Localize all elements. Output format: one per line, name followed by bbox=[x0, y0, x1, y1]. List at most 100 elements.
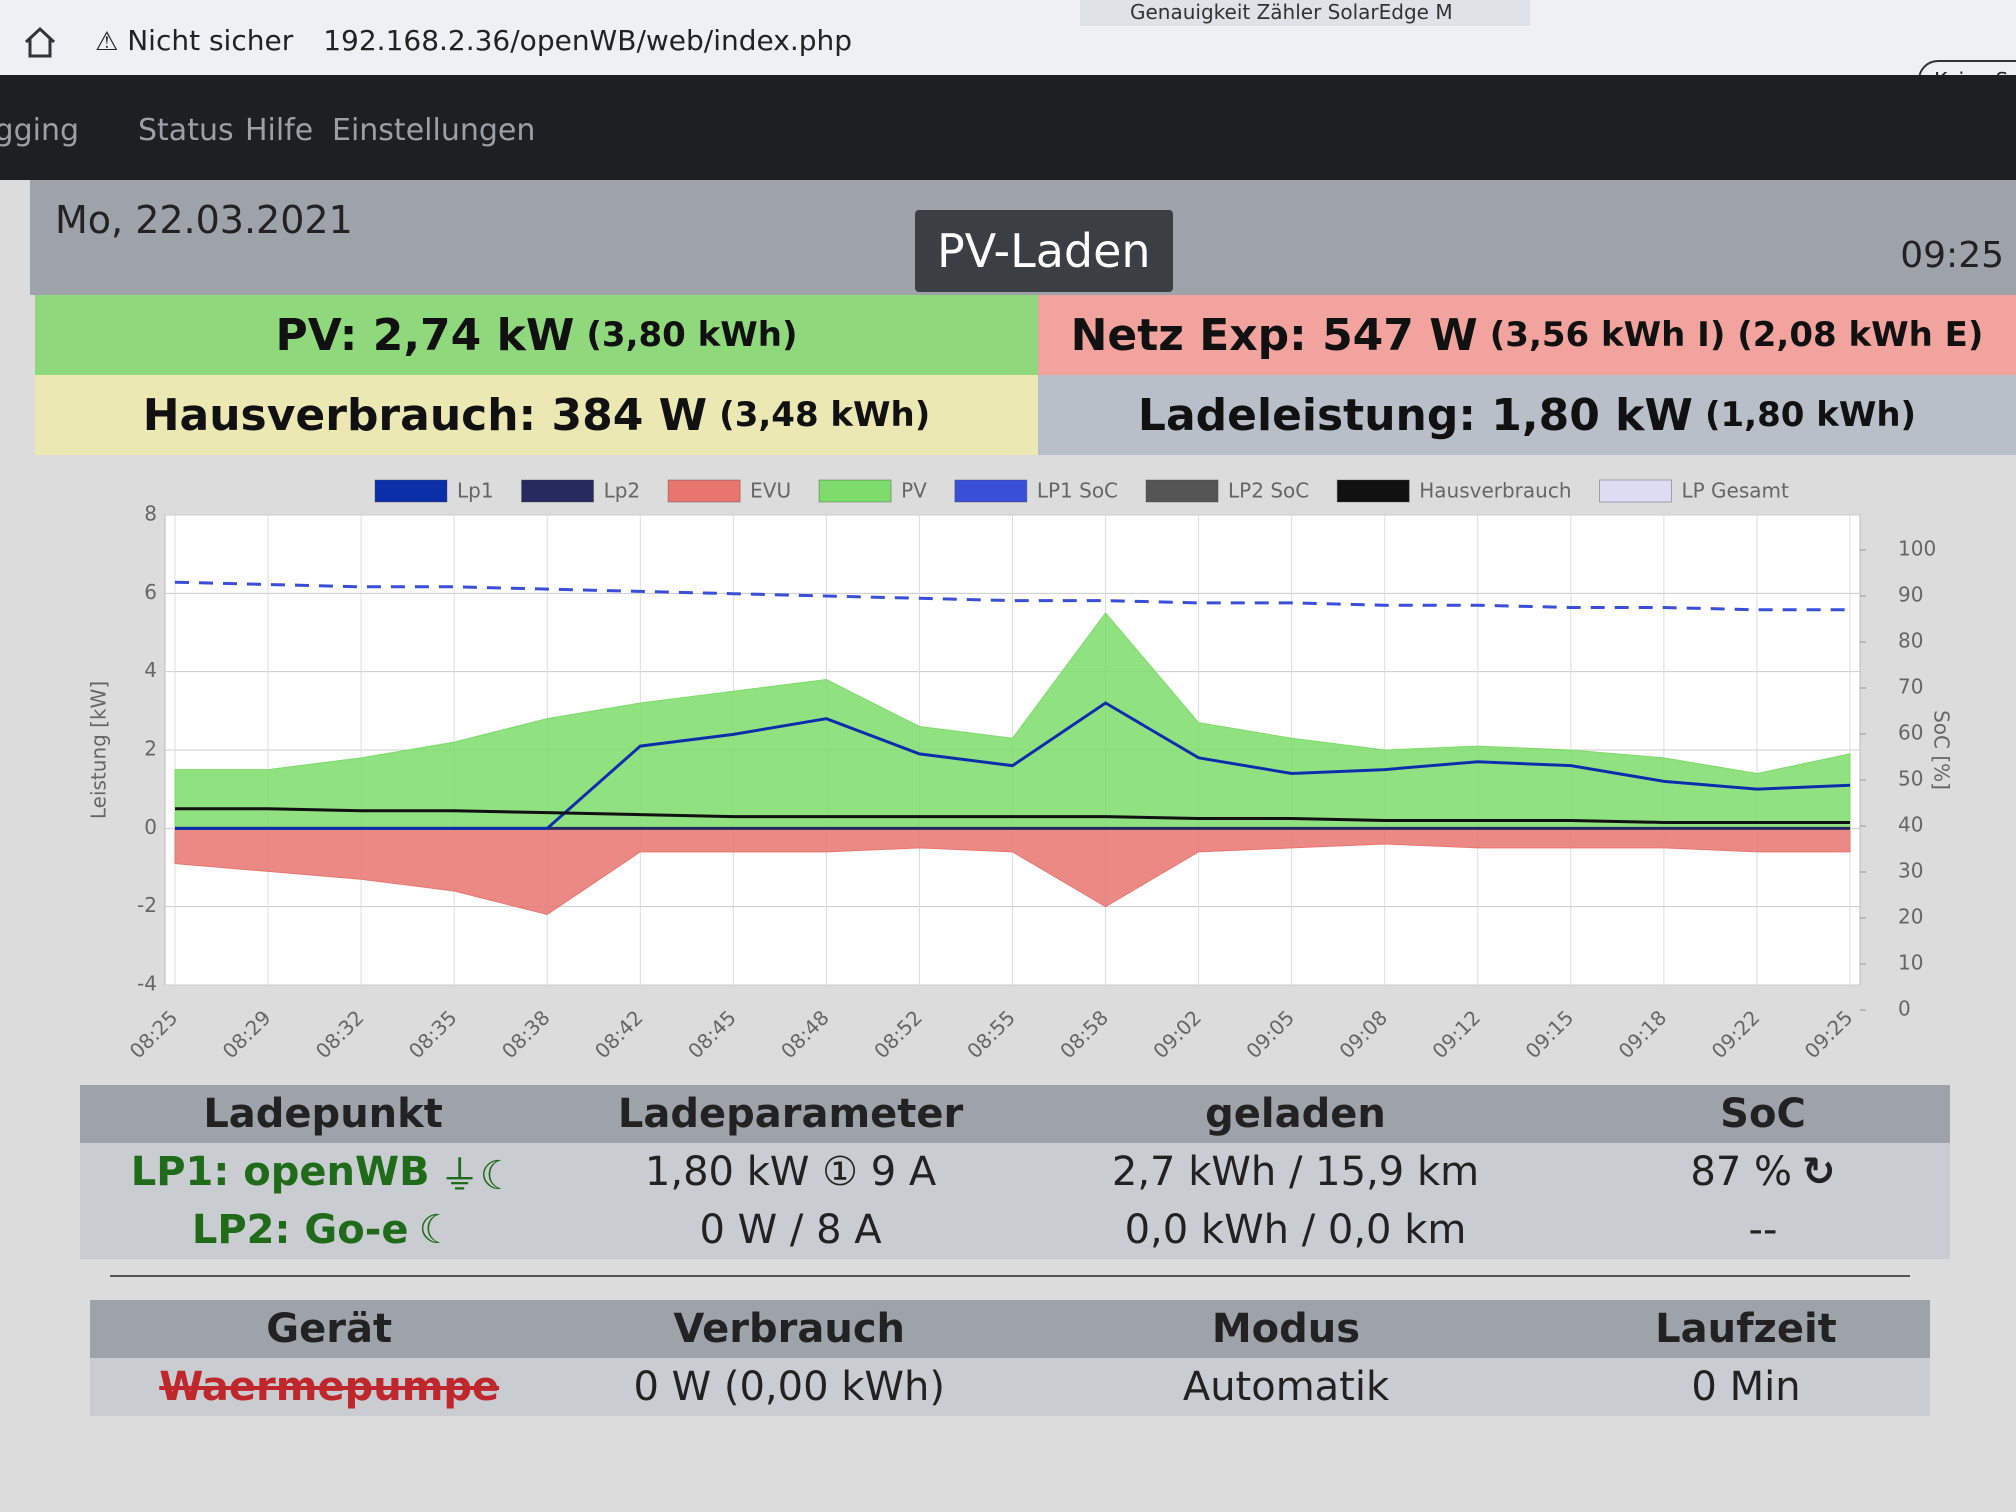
date: Mo, 22.03.2021 bbox=[55, 198, 353, 242]
y-tick-label: 8 bbox=[144, 502, 157, 526]
status-icon: ⏚☾ bbox=[439, 1153, 516, 1199]
legend-swatch bbox=[374, 479, 448, 503]
table-cell: 87 % ↻ bbox=[1575, 1143, 1950, 1201]
table-header: Ladeparameter bbox=[566, 1085, 1015, 1143]
table-header: Laufzeit bbox=[1561, 1300, 1930, 1358]
table-cell-text: LP1: openWB bbox=[130, 1149, 430, 1195]
area-series bbox=[174, 827, 1851, 916]
line-series bbox=[175, 807, 1850, 824]
legend-swatch bbox=[1599, 479, 1672, 503]
y2-tick-label: 30 bbox=[1898, 859, 1923, 883]
legend-label: Lp2 bbox=[604, 479, 641, 503]
nav-item[interactable]: Einstellungen bbox=[332, 113, 536, 148]
x-tick-label: 09:05 bbox=[1241, 1005, 1299, 1060]
tile-label: PV: 2,74 kW bbox=[275, 309, 575, 361]
table-cell-text: 87 % bbox=[1690, 1149, 1793, 1195]
y2-tick-label: 40 bbox=[1898, 813, 1923, 837]
charge-tile: Ladeleistung: 1,80 kW (1,80 kWh) bbox=[1038, 375, 2016, 455]
x-tick-label: 09:22 bbox=[1707, 1005, 1765, 1060]
refresh-icon[interactable]: ↻ bbox=[1802, 1149, 1836, 1195]
x-tick-label: 08:42 bbox=[590, 1005, 648, 1060]
table-cell-text: Automatik bbox=[1182, 1364, 1390, 1410]
y-tick-label: 4 bbox=[144, 658, 157, 682]
y2-tick-label: 80 bbox=[1898, 629, 1923, 653]
table-cell: 0,0 kWh / 0,0 km bbox=[1014, 1201, 1576, 1259]
y2-tick-label: 60 bbox=[1898, 721, 1923, 745]
table-cell: 0 Min bbox=[1561, 1358, 1930, 1416]
legend-label: EVU bbox=[750, 479, 791, 503]
header: Mo, 22.03.2021 PV-Laden 09:25 bbox=[30, 180, 2016, 295]
legend-swatch bbox=[667, 479, 741, 503]
nav-item[interactable]: Hilfe bbox=[245, 113, 314, 148]
table-cell-text: LP2: Go-e bbox=[191, 1207, 409, 1253]
table-cell: Waermepumpe bbox=[90, 1358, 569, 1416]
device-table: Gerät Verbrauch Modus Laufzeit Waermepumpe 0 … bbox=[90, 1300, 1930, 1416]
table-cell: 0 W (0,00 kWh) bbox=[568, 1358, 1010, 1416]
line-series bbox=[175, 701, 1851, 830]
line-series bbox=[174, 580, 1850, 612]
table-header: Modus bbox=[1009, 1300, 1562, 1358]
table-cell: -- bbox=[1575, 1201, 1950, 1259]
table-header: Ladepunkt bbox=[80, 1085, 567, 1143]
y-tick-label: -4 bbox=[137, 972, 157, 996]
y-axis-label: Leistung [kW] bbox=[87, 681, 111, 819]
y-tick-label: 0 bbox=[144, 815, 157, 839]
x-tick-label: 08:58 bbox=[1055, 1005, 1113, 1060]
legend-swatch bbox=[1336, 479, 1410, 503]
x-tick-label: 08:48 bbox=[776, 1005, 834, 1060]
table-header-text: Ladeparameter bbox=[617, 1091, 964, 1137]
table-cell-text: 0 Min bbox=[1691, 1364, 1801, 1410]
y2-axis-label: SoC [%] bbox=[1930, 710, 1954, 790]
x-tick-label: 08:32 bbox=[311, 1005, 369, 1060]
nav-item[interactable]: Logging bbox=[0, 113, 80, 148]
table-cell-text: 1,80 kW ① 9 A bbox=[644, 1149, 937, 1195]
tile-detail: (3,80 kWh) bbox=[586, 315, 798, 355]
tile-detail: (1,80 kWh) bbox=[1704, 395, 1917, 435]
nav-item[interactable]: Status bbox=[138, 113, 234, 148]
time: 09:25 bbox=[1900, 235, 2004, 276]
table-header: Verbrauch bbox=[568, 1300, 1010, 1358]
y-tick-label: -2 bbox=[137, 893, 157, 917]
navbar: Logging Status Hilfe Einstellungen bbox=[0, 75, 2016, 180]
y-tick-label: 6 bbox=[144, 580, 157, 604]
legend-swatch bbox=[1145, 479, 1219, 503]
table-cell: LP1: openWB ⏚☾ bbox=[80, 1143, 567, 1201]
table-cell-text: 2,7 kWh / 15,9 km bbox=[1111, 1149, 1480, 1195]
table-header-text: geladen bbox=[1205, 1091, 1386, 1137]
status-icon: ☾ bbox=[418, 1207, 455, 1253]
x-tick-label: 08:55 bbox=[962, 1005, 1020, 1060]
table-header: Gerät bbox=[90, 1300, 569, 1358]
tile-detail: (3,56 kWh I) (2,08 kWh E) bbox=[1489, 315, 1984, 355]
area-series bbox=[174, 612, 1851, 829]
legend-label: Lp1 bbox=[457, 479, 494, 503]
legend-label: LP2 SoC bbox=[1228, 479, 1309, 503]
x-tick-label: 08:29 bbox=[218, 1005, 276, 1060]
y2-tick-label: 90 bbox=[1898, 583, 1923, 607]
table-header-text: Modus bbox=[1211, 1306, 1361, 1352]
x-tick-label: 08:25 bbox=[125, 1005, 183, 1060]
address-bar[interactable]: ⚠ Nicht sicher 192.168.2.36/openWB/web/in… bbox=[95, 24, 853, 57]
legend-label: LP1 SoC bbox=[1037, 479, 1118, 503]
y2-tick-label: 20 bbox=[1898, 905, 1923, 929]
tile-label: Netz Exp: 547 W bbox=[1070, 309, 1478, 361]
pv-tile: PV: 2,74 kW (3,80 kWh) bbox=[35, 295, 1038, 375]
mode-button[interactable]: PV-Laden bbox=[915, 210, 1173, 292]
url: 192.168.2.36/openWB/web/index.php bbox=[323, 24, 853, 57]
legend-swatch bbox=[521, 479, 595, 503]
table-cell: LP2: Go-e ☾ bbox=[80, 1201, 567, 1259]
browser-tab[interactable]: Genauigkeit Zähler SolarEdge M bbox=[1080, 0, 1530, 26]
x-tick-label: 08:38 bbox=[497, 1005, 555, 1060]
legend-label: PV bbox=[901, 479, 927, 503]
table-header: SoC bbox=[1575, 1085, 1950, 1143]
y2-tick-label: 0 bbox=[1898, 997, 1911, 1021]
legend-label: Hausverbrauch bbox=[1419, 479, 1571, 503]
home-icon[interactable] bbox=[20, 22, 60, 62]
y2-tick-label: 10 bbox=[1898, 951, 1923, 975]
table-cell-text: 0,0 kWh / 0,0 km bbox=[1124, 1207, 1467, 1253]
charge-table: Ladepunkt Ladeparameter geladen SoC LP1: ope… bbox=[80, 1085, 1950, 1259]
x-tick-label: 08:35 bbox=[404, 1005, 462, 1060]
table-cell: 0 W / 8 A bbox=[566, 1201, 1015, 1259]
table-header-text: SoC bbox=[1720, 1091, 1806, 1137]
